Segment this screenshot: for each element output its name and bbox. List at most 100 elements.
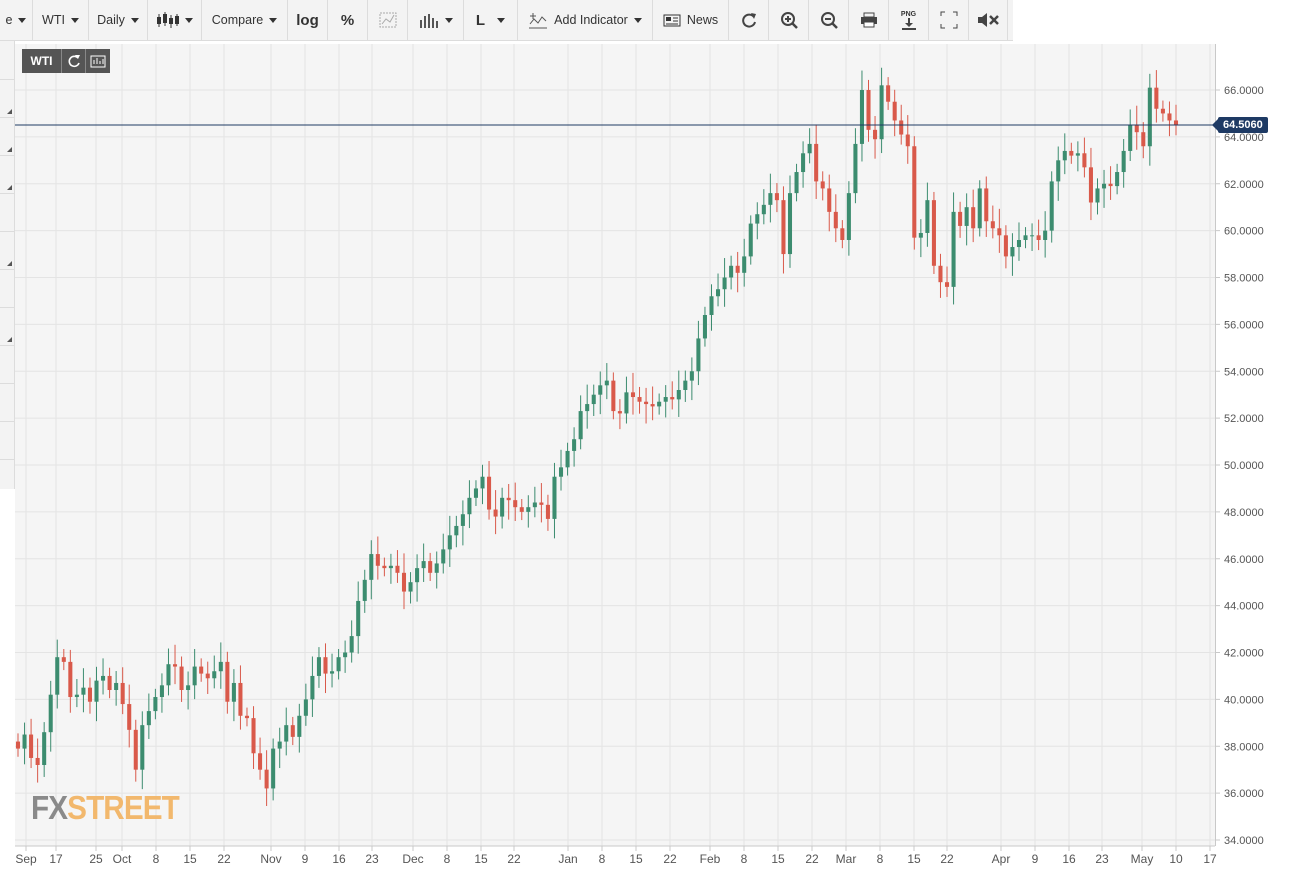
candle-down [513,500,518,508]
news-label: News [686,13,719,27]
zoom-in-button[interactable] [769,0,809,40]
plot-symbol-badge[interactable]: WTI [22,49,62,73]
candle-down [172,664,178,667]
x-tick-label: 22 [805,852,819,866]
y-tick-label: 42.0000 [1224,648,1264,660]
candle-down [637,397,642,402]
x-tick-label: 9 [302,852,309,866]
candle-up [676,390,681,400]
candle-up [801,153,806,173]
x-tick-label: 23 [1095,852,1109,866]
mute-button[interactable] [969,0,1008,40]
expand-tool-icon [7,337,12,342]
candle-up [663,397,668,402]
y-tick-label: 64.0000 [1224,132,1264,144]
candle-up [526,507,531,512]
candle-up [1056,160,1061,182]
candle-up [964,207,969,226]
candle-down [735,265,740,273]
candle-up [565,450,570,468]
candle-down [827,188,832,212]
download-png-button[interactable]: PNG [889,0,929,40]
sidebar-tool-pen[interactable] [0,193,14,232]
sidebar-tool-line[interactable] [0,79,14,118]
candle-down [611,380,616,412]
candle-up [807,143,812,154]
candle-up [74,694,79,698]
candle-up [271,748,276,789]
reset-plot-button[interactable] [62,49,86,73]
candle-up [702,315,707,339]
y-tick-label: 48.0000 [1224,507,1264,519]
chevron-down-icon [185,17,193,23]
candle-down [401,572,407,592]
candle-up [624,392,629,414]
interval-dropdown[interactable]: Daily [89,0,148,40]
candle-down [1069,150,1074,156]
refresh-button[interactable] [729,0,769,40]
candle-down [833,211,838,229]
candle-up [434,563,439,573]
sidebar-tool-pattern[interactable] [0,307,14,346]
sidebar-tool-shape[interactable] [0,117,14,156]
chart-type-dropdown[interactable]: e [0,0,33,40]
add-indicator-dropdown[interactable]: Add Indicator [518,0,653,40]
candle-up [846,193,851,240]
sidebar-tool-measure[interactable] [0,345,14,384]
x-tick-label: 16 [332,852,346,866]
candle-down [840,228,845,240]
fullscreen-button[interactable] [929,0,969,40]
candle-up [454,525,459,536]
candle-up [552,476,557,519]
candle-up [1128,125,1133,151]
plot-settings-button[interactable] [86,49,110,73]
candle-down [375,554,380,566]
candle-up [1121,150,1126,173]
candle-up [336,657,341,672]
drawing-tool-button[interactable] [368,0,408,40]
news-button[interactable]: News [653,0,729,40]
y-tick-label: 44.0000 [1224,601,1264,613]
y-tick-label: 66.0000 [1224,85,1264,97]
candle-down [506,497,511,501]
y-tick-label: 58.0000 [1224,273,1264,285]
symbol-dropdown[interactable]: WTI [33,0,89,40]
candle-down [290,725,295,737]
candle-down [617,411,622,414]
x-tick-label: 15 [474,852,488,866]
y-tick-label: 36.0000 [1224,788,1264,800]
interval-label: Daily [97,13,125,27]
candles-style-dropdown[interactable] [148,0,202,40]
candle-up [604,380,609,386]
candle-up [1062,150,1067,161]
x-tick-label: Dec [402,852,423,866]
log-scale-button[interactable]: log [288,0,328,40]
candle-up [500,497,505,517]
percent-scale-button[interactable]: % [328,0,368,40]
print-button[interactable] [849,0,889,40]
zoom-out-button[interactable] [809,0,849,40]
candle-down [644,401,649,405]
sidebar-tool-brush[interactable] [0,421,14,460]
candle-down [107,675,112,690]
sidebar-tool-text[interactable] [0,383,14,422]
line-type-dropdown[interactable]: L [464,0,518,40]
expand-tool-icon [7,109,12,114]
candle-down [382,565,387,569]
candle-down [61,657,66,662]
chart-plot-area[interactable] [15,44,1216,846]
compare-dropdown[interactable]: Compare [202,0,288,40]
draw-chart-icon [379,12,396,28]
candle-up [94,680,99,702]
chevron-down-icon [70,17,79,23]
mute-speaker-icon [978,13,999,27]
sidebar-tool-marker[interactable] [0,269,14,308]
sidebar-tool-cursor[interactable] [0,41,14,80]
volume-dropdown[interactable] [408,0,464,40]
candle-up [768,193,773,205]
sidebar-tool-fibonacci[interactable] [0,231,14,270]
candle-up [231,682,236,702]
candle-down [29,734,34,758]
sidebar-tool-channel[interactable] [0,155,14,194]
